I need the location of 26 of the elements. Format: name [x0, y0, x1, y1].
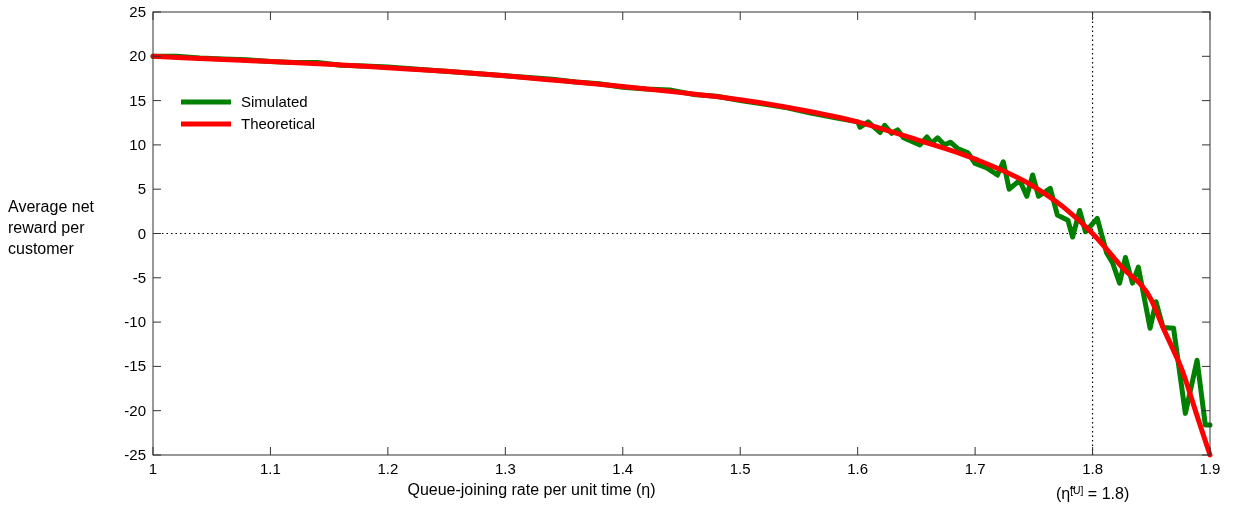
x-tick-label: 1.8	[1082, 460, 1103, 477]
legend-label: Theoretical	[241, 115, 316, 132]
y-tick-label: -5	[132, 268, 146, 286]
x-tick-label: 1.6	[847, 460, 869, 477]
x-tick-label: 1.3	[494, 460, 516, 477]
x-tick-label: 1.4	[612, 460, 634, 477]
y-axis-title: Average net reward per customer	[8, 197, 95, 257]
y-tick-label: 20	[129, 47, 146, 65]
x-tick-label: 1.2	[377, 460, 399, 477]
y-tick-label: -20	[124, 401, 146, 419]
x-tick-label: 1.7	[964, 460, 986, 477]
x-tick-label: 1	[148, 460, 158, 477]
y-tick-label: 15	[129, 91, 146, 109]
y-tick-label: -15	[124, 357, 146, 375]
ref-line-label: (η̃$^{[U]}$ = 1.8)	[1055, 484, 1130, 502]
x-tick-label: 1.5	[729, 460, 751, 477]
x-axis-title: Queue-joining rate per unit time (η)	[407, 481, 656, 498]
y-tick-label: -10	[124, 313, 146, 331]
x-tick-label: 1.1	[260, 460, 281, 477]
legend-label: Simulated	[241, 93, 308, 110]
y-tick-label: -25	[124, 446, 146, 463]
x-tick-label: 1.9	[1199, 460, 1221, 477]
y-tick-label: 5	[137, 180, 146, 198]
y-tick-label: 25	[129, 3, 146, 20]
y-tick-label: 10	[129, 135, 146, 153]
y-tick-label: 0	[137, 224, 146, 242]
